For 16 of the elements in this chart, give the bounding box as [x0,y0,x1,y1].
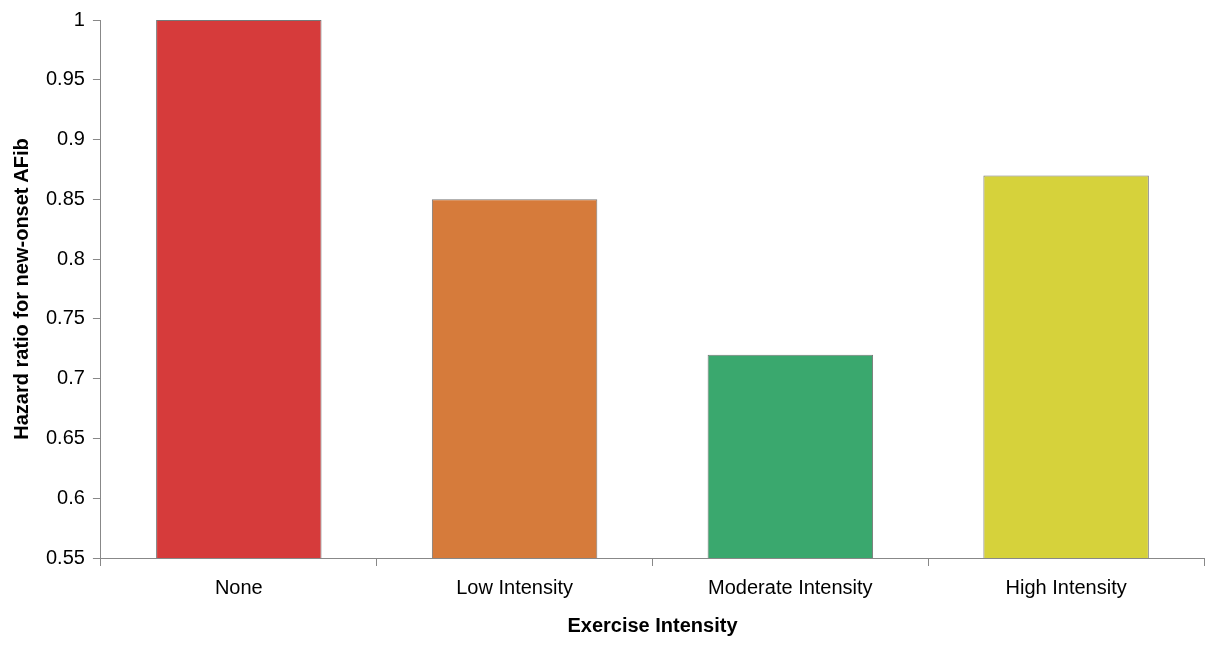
y-tick-label: 0.65 [45,425,85,448]
x-tick-label: Low Intensity [456,575,573,598]
y-tick-label: 0.95 [45,67,85,90]
y-tick-label: 0.55 [45,545,85,568]
y-tick-label: 0.9 [57,127,85,150]
x-axis-title: Exercise Intensity [567,613,739,636]
y-tick-label: 0.8 [57,246,85,269]
y-tick-label: 0.85 [45,186,85,209]
y-tick-label: 0.6 [57,485,85,508]
x-tick-label: High Intensity [1005,575,1127,598]
y-tick-label: 1 [73,7,85,30]
x-tick-label: Moderate Intensity [708,575,873,598]
x-tick-label: None [214,575,263,598]
y-tick-label: 0.75 [45,306,85,329]
y-axis-title: Hazard ratio for new-onset AFib [9,138,32,440]
y-tick-label: 0.7 [57,366,85,389]
